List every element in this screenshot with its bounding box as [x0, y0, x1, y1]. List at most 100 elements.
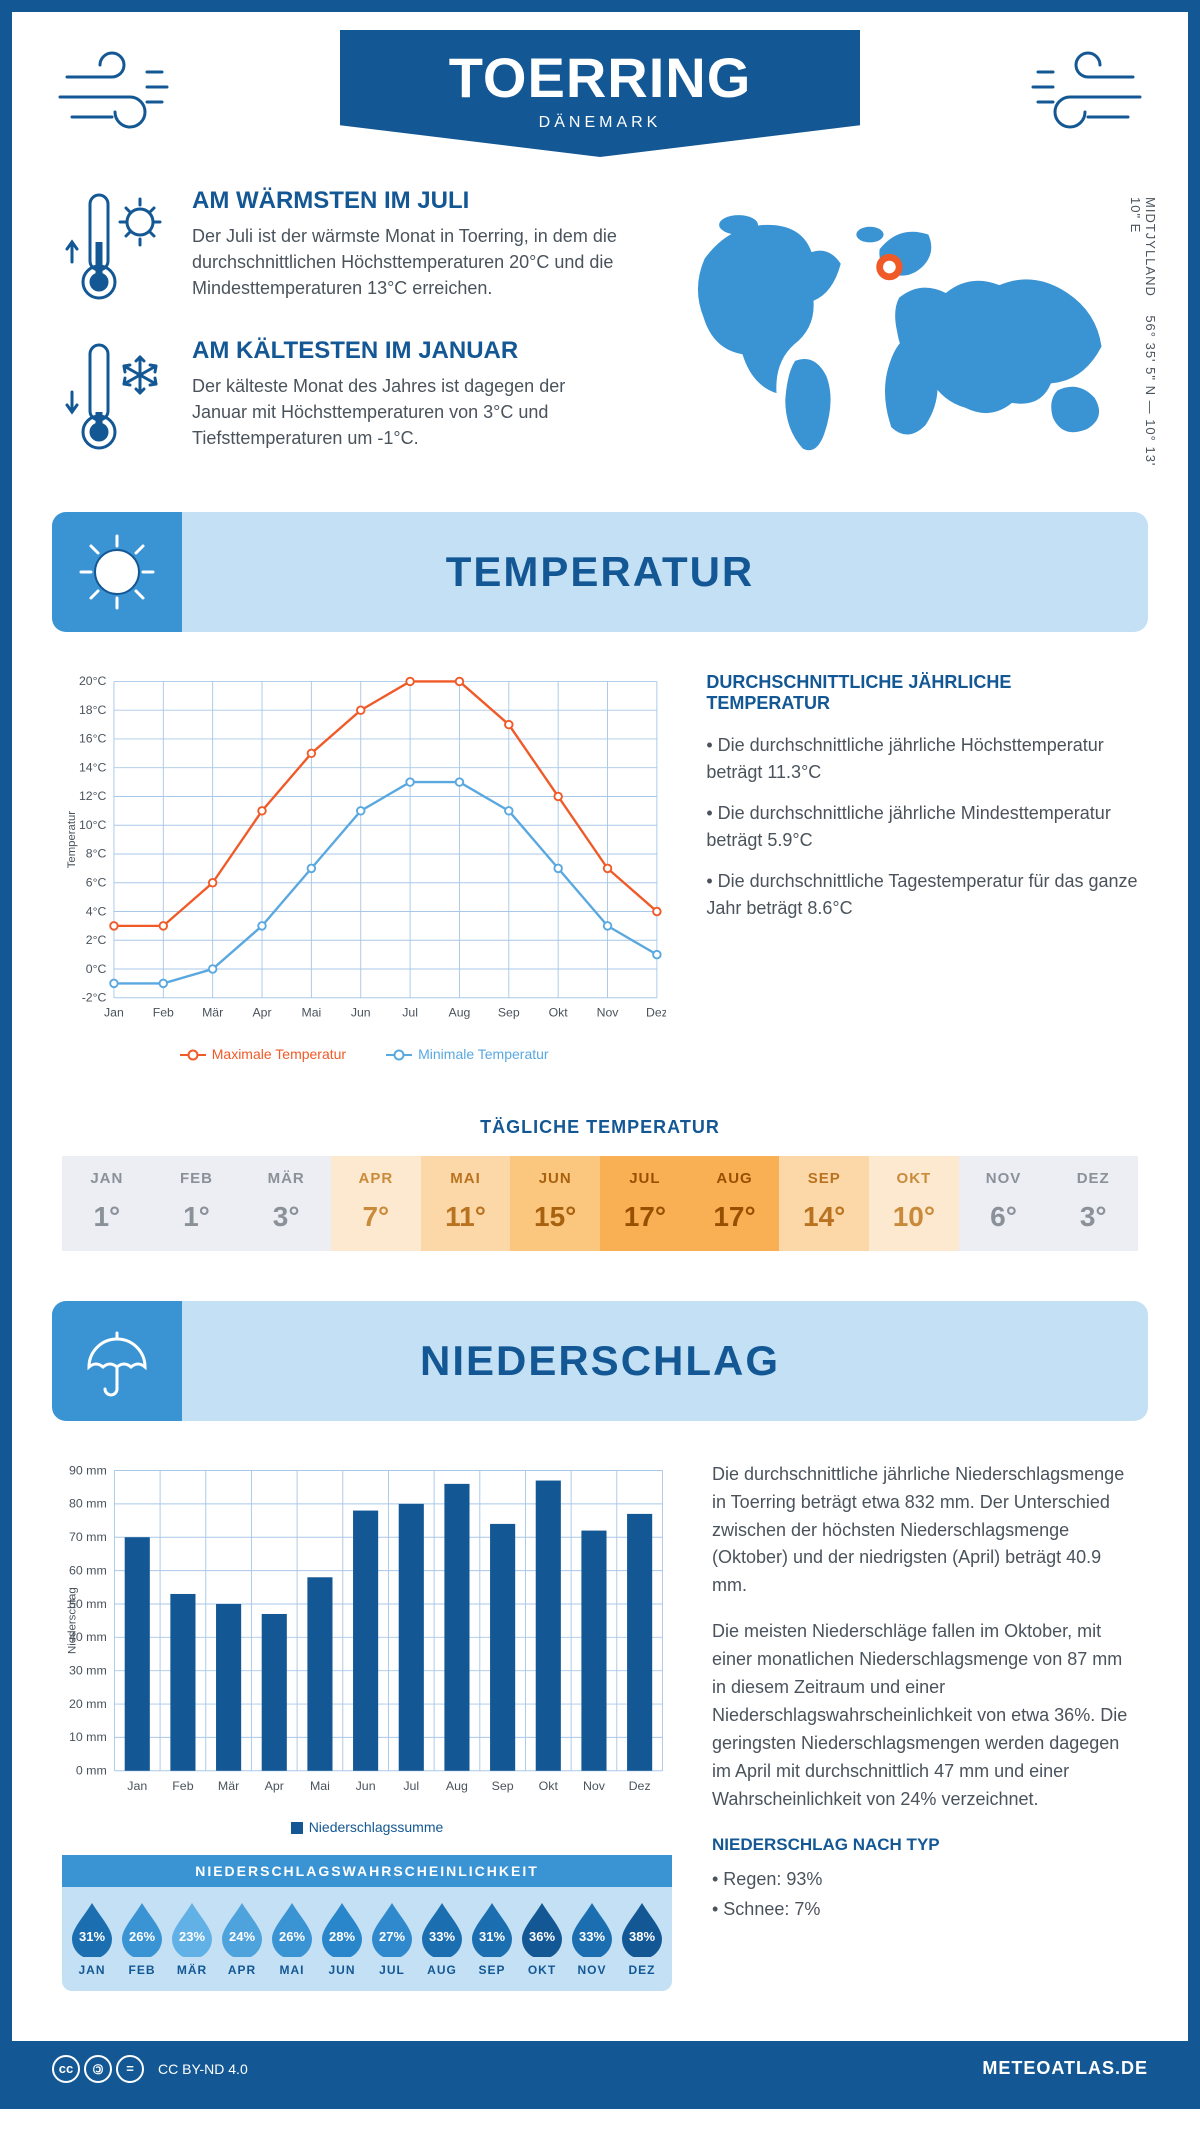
svg-text:Nov: Nov — [597, 1006, 620, 1020]
raindrop-icon: 33% — [418, 1899, 466, 1957]
temp-summary-heading: DURCHSCHNITTLICHE JÄHRLICHE TEMPERATUR — [706, 672, 1138, 714]
svg-text:Dez: Dez — [646, 1006, 666, 1020]
svg-text:Sep: Sep — [492, 1779, 514, 1793]
fact-coldest: AM KÄLTESTEN IM JANUAR Der kälteste Mona… — [62, 337, 621, 457]
raindrop-icon: 28% — [318, 1899, 366, 1957]
svg-text:33%: 33% — [579, 1929, 605, 1944]
intro-section: AM WÄRMSTEN IM JULI Der Juli ist der wär… — [12, 157, 1188, 512]
wind-icon-right — [1008, 42, 1148, 142]
svg-text:Apr: Apr — [265, 1779, 284, 1793]
license-label: CC BY-ND 4.0 — [158, 2061, 248, 2077]
prob-item: 27% JUL — [368, 1899, 416, 1977]
daily-cell: AUG 17° — [690, 1156, 780, 1251]
svg-text:28%: 28% — [329, 1929, 355, 1944]
svg-text:30 mm: 30 mm — [69, 1663, 107, 1677]
wind-icon-left — [52, 42, 192, 142]
thermometer-cold-icon — [62, 337, 172, 457]
precip-p2: Die meisten Niederschläge fallen im Okto… — [712, 1618, 1138, 1813]
raindrop-icon: 26% — [268, 1899, 316, 1957]
svg-text:Apr: Apr — [252, 1006, 271, 1020]
svg-text:Nov: Nov — [583, 1779, 606, 1793]
precip-legend: Niederschlagssumme — [62, 1819, 672, 1835]
prob-item: 31% JAN — [68, 1899, 116, 1977]
svg-text:36%: 36% — [529, 1929, 555, 1944]
precip-type-2: • Schnee: 7% — [712, 1896, 1138, 1924]
header: TOERRING DÄNEMARK — [12, 12, 1188, 157]
country-label: DÄNEMARK — [400, 114, 800, 132]
world-map-icon — [651, 187, 1138, 467]
precip-type-heading: NIEDERSCHLAG NACH TYP — [712, 1832, 1138, 1858]
by-icon: 🄯 — [84, 2055, 112, 2083]
svg-text:38%: 38% — [629, 1929, 655, 1944]
daily-cell: SEP 14° — [779, 1156, 869, 1251]
prob-item: 23% MÄR — [168, 1899, 216, 1977]
precip-title: NIEDERSCHLAG — [182, 1337, 1148, 1385]
temperature-title: TEMPERATUR — [182, 548, 1148, 596]
site-label: METEOATLAS.DE — [982, 2058, 1148, 2079]
temp-bullet-2: • Die durchschnittliche jährliche Mindes… — [706, 800, 1138, 854]
svg-text:14°C: 14°C — [79, 760, 107, 774]
nd-icon: = — [116, 2055, 144, 2083]
svg-text:26%: 26% — [129, 1929, 155, 1944]
prob-item: 24% APR — [218, 1899, 266, 1977]
precip-summary: Die durchschnittliche jährliche Niedersc… — [712, 1461, 1138, 1991]
svg-text:Dez: Dez — [629, 1779, 651, 1793]
svg-text:27%: 27% — [379, 1929, 405, 1944]
daily-cell: JUL 17° — [600, 1156, 690, 1251]
daily-cell: NOV 6° — [959, 1156, 1049, 1251]
svg-text:Jul: Jul — [403, 1779, 419, 1793]
svg-text:Okt: Okt — [539, 1779, 559, 1793]
svg-text:90 mm: 90 mm — [69, 1463, 107, 1477]
daily-cell: JAN 1° — [62, 1156, 152, 1251]
cc-icon: cc — [52, 2055, 80, 2083]
svg-text:24%: 24% — [229, 1929, 255, 1944]
prob-item: 33% NOV — [568, 1899, 616, 1977]
temperature-section-banner: TEMPERATUR — [52, 512, 1148, 632]
cc-icons: cc 🄯 = — [52, 2055, 144, 2083]
svg-text:Okt: Okt — [549, 1006, 569, 1020]
prob-item: 36% OKT — [518, 1899, 566, 1977]
temperature-summary: DURCHSCHNITTLICHE JÄHRLICHE TEMPERATUR •… — [706, 672, 1138, 1062]
svg-text:6°C: 6°C — [86, 876, 107, 890]
daily-temp-table: JAN 1° FEB 1° MÄR 3° APR 7° MAI 11° JUN … — [62, 1156, 1138, 1251]
svg-text:23%: 23% — [179, 1929, 205, 1944]
svg-text:Mai: Mai — [301, 1006, 321, 1020]
raindrop-icon: 36% — [518, 1899, 566, 1957]
map-marker-icon — [880, 257, 899, 276]
prob-item: 33% AUG — [418, 1899, 466, 1977]
sun-icon — [77, 532, 157, 612]
svg-text:10°C: 10°C — [79, 818, 107, 832]
svg-text:60 mm: 60 mm — [69, 1563, 107, 1577]
svg-text:8°C: 8°C — [86, 847, 107, 861]
daily-cell: OKT 10° — [869, 1156, 959, 1251]
raindrop-icon: 27% — [368, 1899, 416, 1957]
daily-cell: MAI 11° — [421, 1156, 511, 1251]
svg-text:20 mm: 20 mm — [69, 1697, 107, 1711]
world-map-container: MIDTJYLLAND 56° 35' 5" N — 10° 13' 10" E — [651, 187, 1138, 472]
prob-item: 26% MAI — [268, 1899, 316, 1977]
fact-warmest: AM WÄRMSTEN IM JULI Der Juli ist der wär… — [62, 187, 621, 307]
raindrop-icon: 31% — [468, 1899, 516, 1957]
svg-text:10 mm: 10 mm — [69, 1730, 107, 1744]
svg-text:16°C: 16°C — [79, 732, 107, 746]
daily-cell: MÄR 3° — [241, 1156, 331, 1251]
svg-text:12°C: 12°C — [79, 789, 107, 803]
raindrop-icon: 33% — [568, 1899, 616, 1957]
svg-text:Jun: Jun — [356, 1779, 376, 1793]
svg-text:Temperatur: Temperatur — [66, 811, 78, 869]
page-title: TOERRING — [400, 45, 800, 110]
raindrop-icon: 38% — [618, 1899, 666, 1957]
svg-text:Aug: Aug — [449, 1006, 471, 1020]
raindrop-icon: 31% — [68, 1899, 116, 1957]
svg-text:Jul: Jul — [402, 1006, 418, 1020]
temp-bullet-1: • Die durchschnittliche jährliche Höchst… — [706, 732, 1138, 786]
fact-cold-text: Der kälteste Monat des Jahres ist dagege… — [192, 373, 621, 451]
svg-text:0°C: 0°C — [86, 962, 107, 976]
svg-text:Niederschlag: Niederschlag — [66, 1587, 78, 1654]
temperature-chart: -2°C0°C2°C4°C6°C8°C10°C12°C14°C16°C18°C2… — [62, 672, 666, 1062]
svg-text:2°C: 2°C — [86, 933, 107, 947]
footer: cc 🄯 = CC BY-ND 4.0 METEOATLAS.DE — [12, 2041, 1188, 2097]
raindrop-icon: 23% — [168, 1899, 216, 1957]
svg-text:0 mm: 0 mm — [76, 1763, 107, 1777]
svg-text:-2°C: -2°C — [82, 991, 107, 1005]
